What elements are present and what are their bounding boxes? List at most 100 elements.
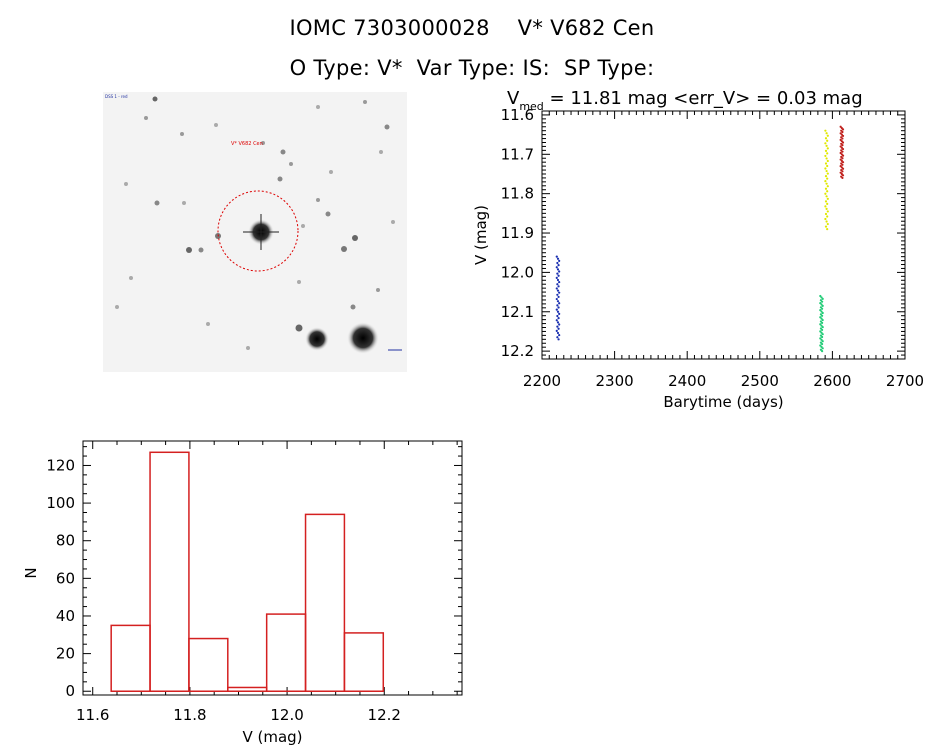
data-point	[826, 197, 829, 200]
data-point	[841, 161, 845, 164]
y-tick-label: 12.1	[501, 303, 534, 321]
star-label: V* V682 Cen	[231, 141, 263, 147]
light-curve-title-rest: = 11.81 mag <err_V> = 0.03 mag	[544, 88, 863, 109]
data-point	[557, 295, 560, 299]
data-point	[825, 132, 828, 135]
histogram-bar	[188, 637, 229, 692]
y-tick-label: 80	[56, 532, 75, 550]
data-point	[821, 297, 824, 300]
y-tick-label: 0	[65, 682, 75, 700]
histogram-frame	[82, 440, 463, 696]
data-point	[558, 302, 561, 305]
histogram-bar	[343, 632, 385, 692]
background-stars	[115, 96, 395, 350]
x-tick-label: 12.2	[368, 706, 401, 724]
data-point	[826, 139, 829, 142]
data-point	[556, 293, 559, 296]
data-point	[824, 212, 828, 216]
y-tick-label: 11.8	[501, 185, 534, 203]
data-point	[826, 177, 829, 180]
data-point	[555, 276, 558, 279]
data-point	[826, 185, 829, 188]
data-point	[555, 255, 558, 258]
histogram-xlabel: V (mag)	[242, 728, 302, 746]
x-tick-label: 2200	[523, 372, 561, 390]
data-point	[821, 350, 824, 353]
data-point	[826, 134, 829, 137]
y-tick-label: 11.7	[501, 145, 534, 163]
data-point	[558, 291, 561, 294]
data-point	[826, 227, 829, 231]
histogram-bar	[149, 451, 190, 692]
data-point	[841, 170, 844, 173]
data-point	[821, 307, 824, 310]
data-point	[821, 347, 824, 350]
data-point	[826, 147, 829, 150]
data-point	[558, 259, 561, 262]
data-point	[841, 150, 844, 153]
data-point	[841, 154, 845, 157]
data-point	[556, 336, 559, 339]
data-point	[824, 137, 828, 140]
target-circle	[217, 190, 299, 272]
data-point	[824, 180, 827, 183]
data-point	[824, 149, 828, 152]
x-tick-label: 2600	[813, 372, 851, 390]
data-point	[558, 312, 561, 315]
bright-star	[305, 327, 329, 351]
data-point	[824, 187, 828, 190]
data-point	[555, 297, 558, 301]
sky-image: V* V682 Cen DSS 1 - red	[103, 92, 407, 372]
data-point	[824, 129, 827, 132]
data-point	[826, 164, 829, 168]
light-curve-xlabel: Barytime (days)	[663, 393, 783, 411]
data-point	[557, 264, 560, 267]
data-point	[841, 147, 845, 151]
bright-star	[347, 322, 379, 354]
data-point	[841, 130, 844, 134]
x-tick-label: 12.0	[270, 706, 303, 724]
y-tick-label: 60	[56, 569, 75, 587]
data-point	[556, 261, 559, 265]
data-point	[557, 338, 560, 341]
x-tick-label: 11.6	[76, 706, 109, 724]
y-tick-label: 40	[56, 607, 75, 625]
data-point	[824, 225, 828, 228]
data-point	[555, 266, 558, 269]
data-point	[841, 128, 845, 131]
y-tick-label: 20	[56, 645, 75, 663]
data-point	[825, 207, 828, 211]
data-point	[824, 167, 827, 170]
data-point	[826, 172, 829, 175]
y-tick-label: 11.9	[501, 224, 534, 242]
data-point	[556, 310, 560, 313]
data-point	[825, 157, 828, 160]
data-point	[821, 304, 824, 308]
data-point	[556, 321, 560, 324]
y-tick-label: 11.6	[501, 106, 534, 124]
data-point	[821, 314, 824, 317]
data-point	[824, 192, 827, 195]
light-curve-title-sub: med	[519, 100, 543, 113]
histogram-ylabel: N	[22, 567, 40, 578]
data-point	[558, 333, 561, 337]
data-point	[825, 182, 828, 185]
data-point	[556, 268, 560, 271]
data-point	[556, 331, 560, 335]
data-point	[556, 325, 559, 328]
data-point	[821, 335, 824, 339]
x-tick-label: 2700	[886, 372, 924, 390]
data-point	[824, 217, 827, 221]
data-point	[821, 333, 824, 336]
histogram-bar	[227, 686, 268, 692]
data-point	[821, 342, 824, 346]
data-point	[555, 319, 558, 322]
light-curve-ylabel: V (mag)	[472, 205, 490, 265]
data-point	[555, 329, 558, 332]
data-point	[556, 300, 560, 303]
data-point	[841, 163, 844, 166]
data-point	[556, 314, 559, 318]
x-tick-label: 2300	[596, 372, 634, 390]
data-point	[558, 270, 561, 273]
